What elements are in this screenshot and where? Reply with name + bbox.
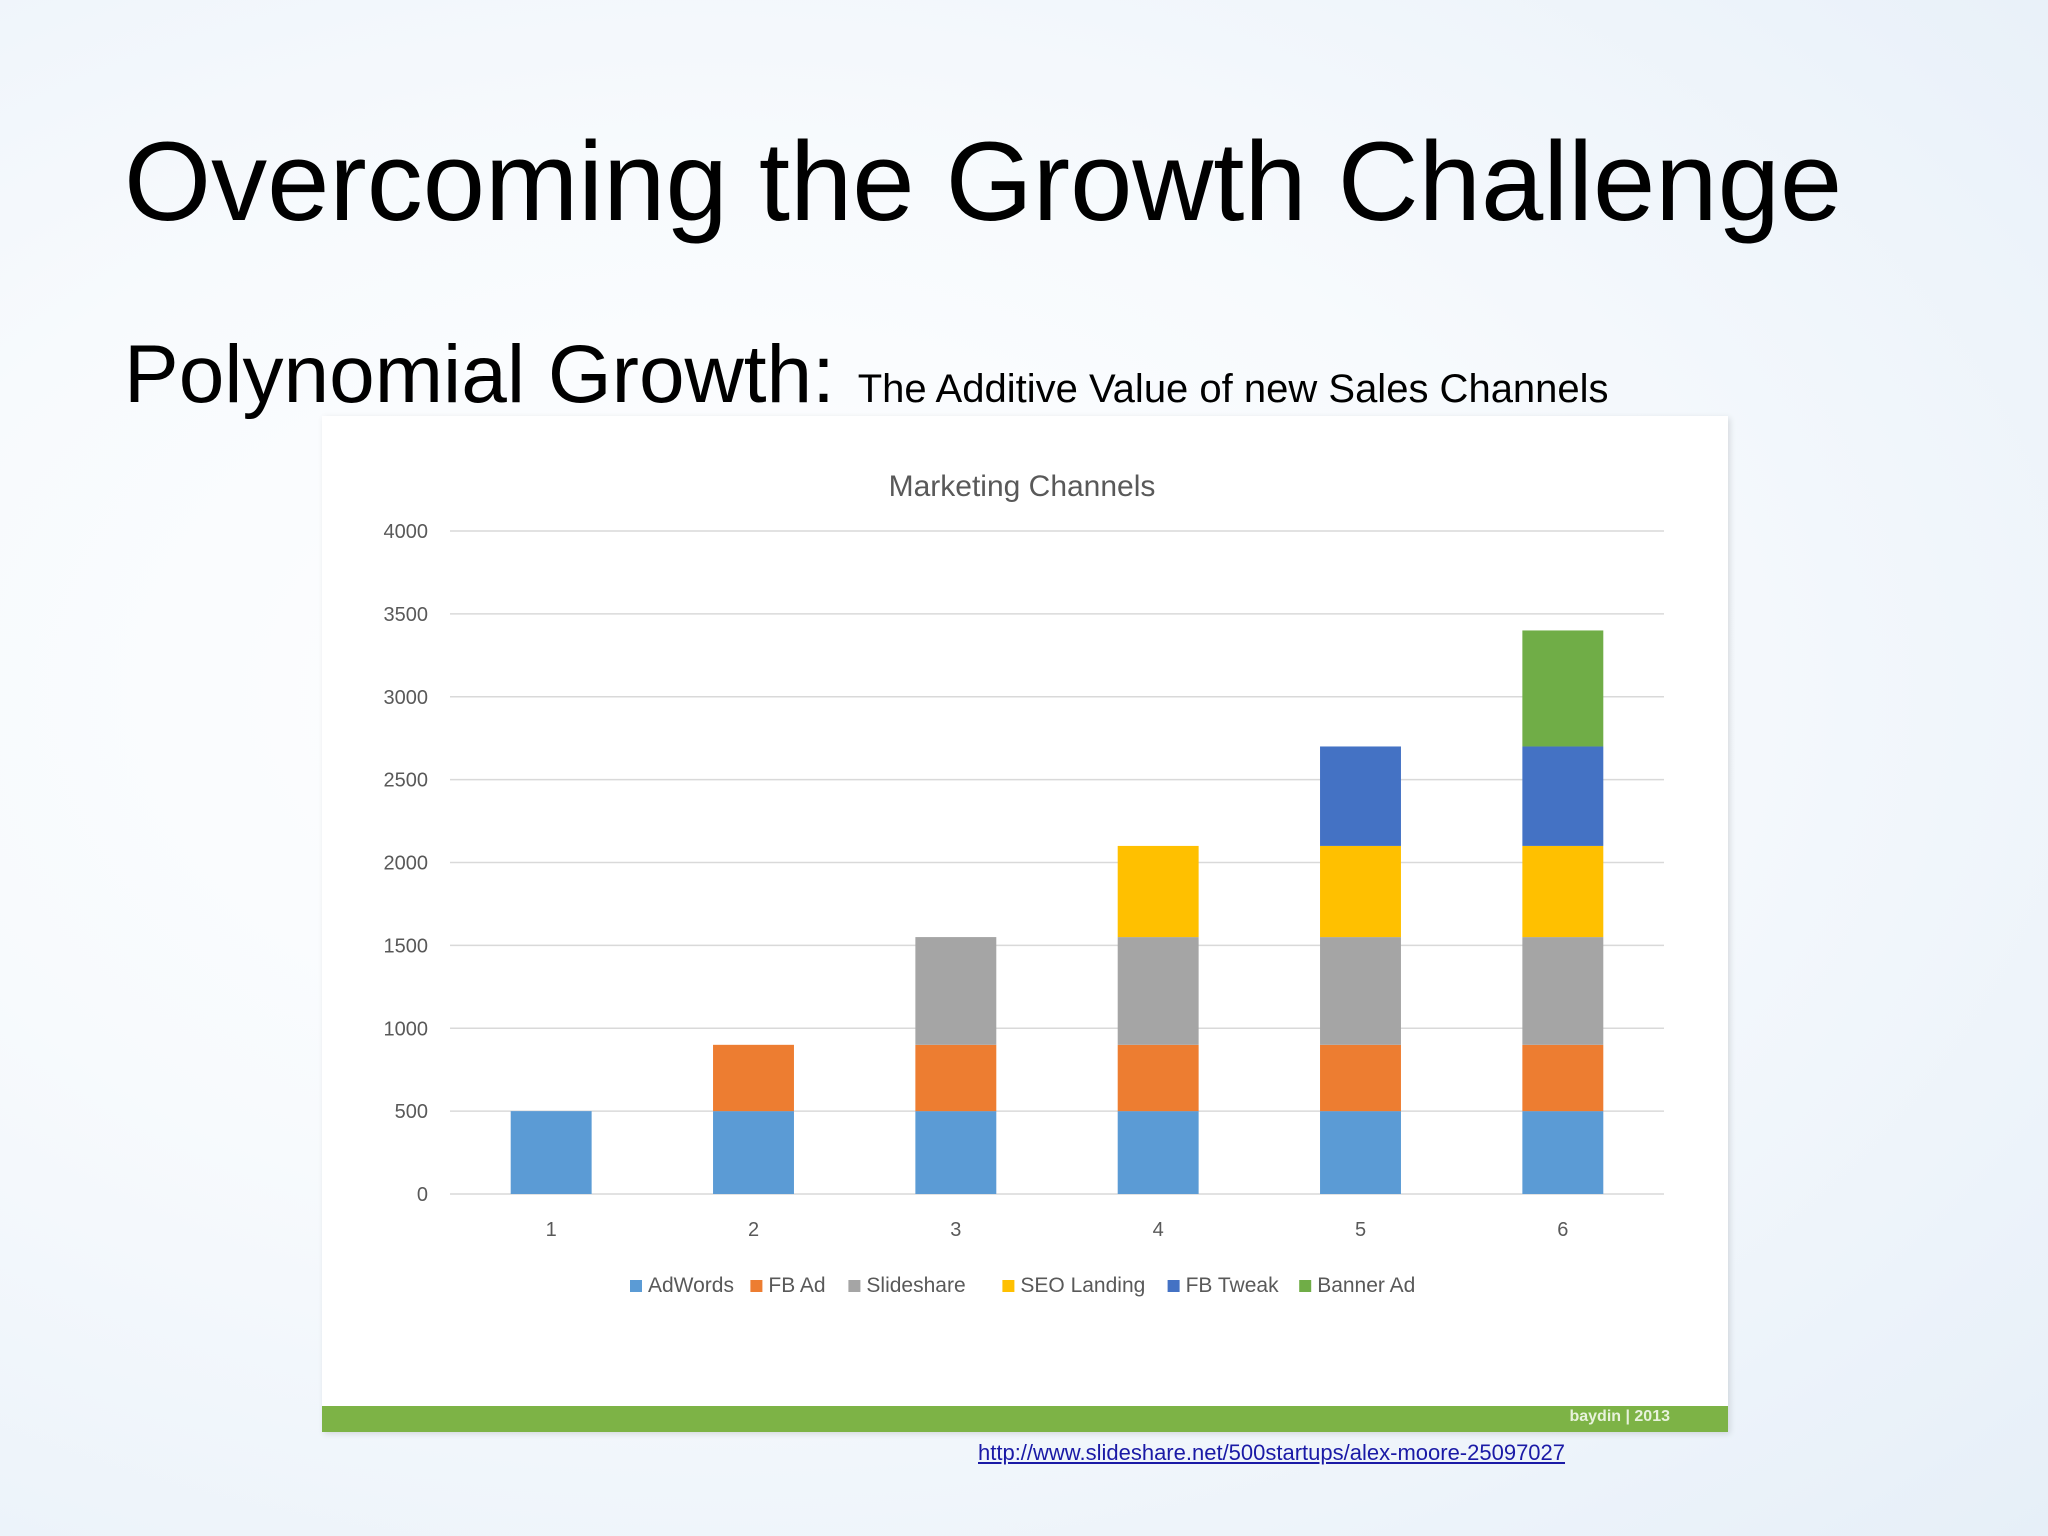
subtitle-main: Polynomial Growth: bbox=[124, 329, 858, 420]
bar-segment bbox=[1522, 746, 1604, 846]
y-tick-label: 500 bbox=[395, 1101, 428, 1123]
x-axis-ticks: 1 2 3 4 5 6 bbox=[546, 1219, 1569, 1241]
slide-title: Overcoming the Growth Challenge bbox=[124, 119, 1843, 244]
footer-credit: baydin | 2013 bbox=[1569, 1408, 1670, 1425]
legend-swatch bbox=[1002, 1280, 1015, 1292]
x-tick-label: 3 bbox=[950, 1219, 961, 1241]
chart-title: Marketing Channels bbox=[889, 470, 1156, 503]
x-tick-label: 2 bbox=[748, 1219, 759, 1241]
legend-swatch bbox=[630, 1280, 642, 1292]
y-tick-label: 1000 bbox=[384, 1018, 429, 1040]
bar-segment bbox=[1117, 1111, 1199, 1194]
y-tick-label: 4000 bbox=[384, 521, 429, 543]
x-tick-label: 5 bbox=[1355, 1219, 1366, 1241]
bar-segment bbox=[1522, 630, 1604, 747]
bars bbox=[510, 630, 1604, 1194]
legend-label: FB Ad bbox=[768, 1274, 825, 1297]
legend: AdWords FB Ad Slideshare SEO Landing FB Twea… bbox=[630, 1274, 1415, 1297]
legend-swatch bbox=[750, 1280, 763, 1292]
legend-label: Banner Ad bbox=[1317, 1274, 1415, 1297]
bar-segment bbox=[1522, 937, 1604, 1045]
y-tick-label: 0 bbox=[417, 1184, 428, 1206]
bar-segment bbox=[1117, 937, 1199, 1045]
bar-segment bbox=[915, 1111, 997, 1194]
y-tick-label: 3500 bbox=[384, 604, 429, 626]
grid-layer bbox=[450, 530, 1664, 1195]
x-tick-label: 6 bbox=[1557, 1219, 1568, 1241]
bar-segment bbox=[1117, 845, 1199, 938]
x-tick-label: 1 bbox=[546, 1219, 557, 1241]
bar-segment bbox=[1320, 746, 1401, 846]
legend-label: FB Tweak bbox=[1186, 1274, 1279, 1297]
x-tick-label: 4 bbox=[1153, 1219, 1164, 1241]
slide-subtitle: Polynomial Growth: The Additive Value of… bbox=[124, 328, 1609, 422]
bar-segment bbox=[1320, 937, 1401, 1045]
marketing-channels-chart: Marketing Channels 0 500 1000 1500 2000 2500 3… bbox=[384, 470, 1664, 1297]
legend-swatch bbox=[1299, 1280, 1312, 1292]
y-tick-label: 3000 bbox=[384, 687, 429, 709]
legend-label: AdWords bbox=[648, 1274, 734, 1297]
bar-segment bbox=[510, 1111, 592, 1194]
subtitle-small: The Additive Value of new Sales Channels bbox=[857, 367, 1609, 411]
y-tick-label: 2000 bbox=[384, 853, 429, 875]
legend-label: Slideshare bbox=[866, 1274, 965, 1297]
bar-segment bbox=[713, 1044, 794, 1112]
bar-segment bbox=[915, 937, 997, 1045]
y-axis-ticks: 0 500 1000 1500 2000 2500 3000 3500 4000 bbox=[384, 521, 429, 1206]
bar-segment bbox=[1522, 845, 1604, 938]
y-tick-label: 1500 bbox=[384, 935, 429, 957]
y-tick-label: 2500 bbox=[384, 770, 429, 792]
bar-segment bbox=[1522, 1111, 1604, 1194]
bar-segment bbox=[1522, 1044, 1604, 1112]
bar-segment bbox=[915, 1044, 997, 1112]
footer-bar: baydin | 2013 bbox=[322, 1406, 1728, 1432]
legend-swatch bbox=[848, 1280, 861, 1292]
legend-swatch bbox=[1167, 1280, 1180, 1292]
bar-segment bbox=[713, 1111, 794, 1194]
bar-segment bbox=[1320, 845, 1401, 938]
bar-segment bbox=[1320, 1044, 1401, 1112]
legend-label: SEO Landing bbox=[1020, 1274, 1145, 1297]
chart-panel: Marketing Channels 0 500 1000 1500 2000 2500 3… bbox=[322, 416, 1728, 1432]
bar-segment bbox=[1320, 1111, 1401, 1194]
source-link[interactable]: http://www.slideshare.net/500startups/al… bbox=[978, 1440, 1566, 1465]
bar-segment bbox=[1117, 1044, 1199, 1112]
